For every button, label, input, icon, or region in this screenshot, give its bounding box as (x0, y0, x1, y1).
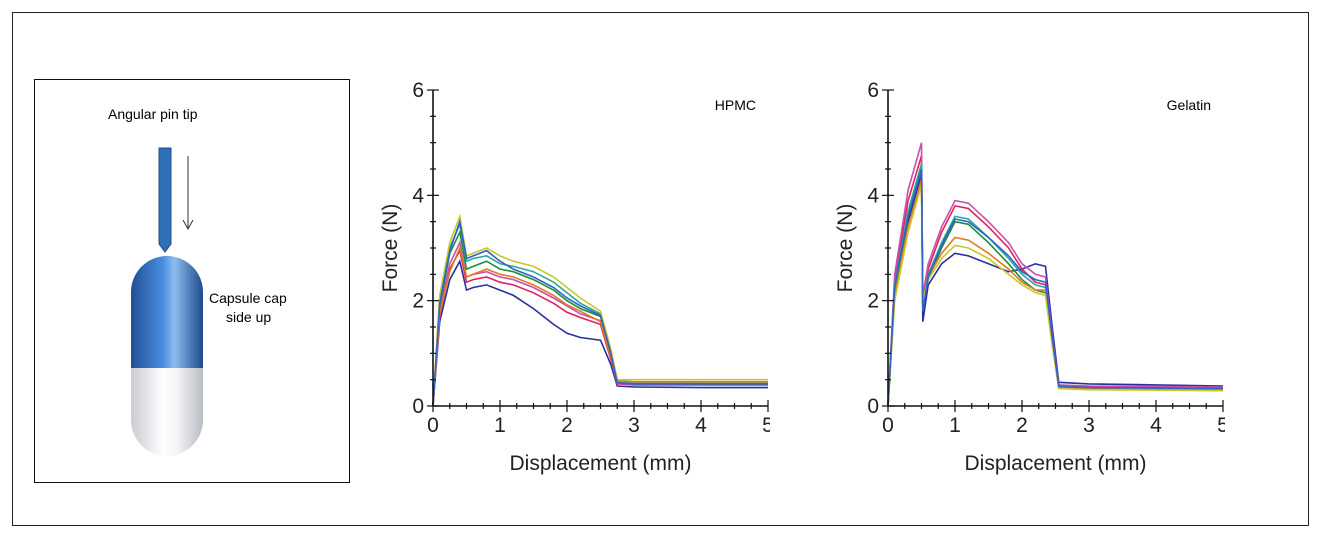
y-tick-label: 0 (412, 395, 424, 418)
series-line-0-7 (432, 218, 768, 407)
capsule-label-line1: Capsule cap (209, 290, 287, 306)
series-line-1-7 (887, 168, 1224, 407)
chart-title: Gelatin (1167, 97, 1211, 113)
series-line-0-0 (432, 258, 768, 407)
series-line-1-6 (887, 184, 1224, 407)
capsule-illustration (131, 147, 203, 456)
y-axis-label: Force (N) (834, 204, 857, 293)
pin-tip (158, 147, 172, 253)
pin-label: Angular pin tip (108, 106, 198, 122)
x-tick-label: 3 (1083, 414, 1095, 437)
y-tick-label: 4 (867, 184, 879, 207)
x-tick-label: 1 (949, 414, 961, 437)
chart-title: HPMC (715, 97, 756, 113)
x-axis-label: Displacement (mm) (964, 452, 1146, 475)
x-axis-label: Displacement (mm) (509, 452, 691, 475)
x-tick-label: 4 (695, 414, 707, 437)
x-tick-label: 3 (628, 414, 640, 437)
y-tick-label: 6 (867, 79, 879, 102)
x-tick-label: 4 (1150, 414, 1162, 437)
x-tick-label: 1 (494, 414, 506, 437)
x-tick-label: 0 (882, 414, 894, 437)
capsule-cap (131, 256, 203, 368)
capsule-body (131, 368, 203, 456)
y-tick-label: 2 (412, 290, 424, 313)
x-tick-label: 5 (1217, 414, 1225, 437)
gelatin-chart: 0 1 2 3 4 5 0 2 4 6 Displacement (mm) Force (N) Gela… (834, 79, 1225, 475)
x-tick-label: 2 (1016, 414, 1028, 437)
schematic-panel: Angular pin tip Capsule cap side up (34, 79, 350, 483)
capsule-label-line2: side up (226, 309, 272, 325)
y-tick-label: 0 (867, 395, 879, 418)
y-tick-label: 6 (412, 79, 424, 102)
y-tick-label: 4 (412, 184, 424, 207)
y-tick-label: 2 (867, 290, 879, 313)
x-tick-label: 0 (427, 414, 439, 437)
hpmc-chart: 0 1 2 3 4 5 0 2 4 6 Displacement (mm) Force (N) HPMC (379, 79, 770, 475)
series-line-0-6 (432, 213, 768, 407)
x-tick-label: 5 (762, 414, 770, 437)
x-tick-label: 2 (561, 414, 573, 437)
y-axis-label: Force (N) (379, 204, 402, 293)
down-arrow-icon (182, 156, 194, 231)
